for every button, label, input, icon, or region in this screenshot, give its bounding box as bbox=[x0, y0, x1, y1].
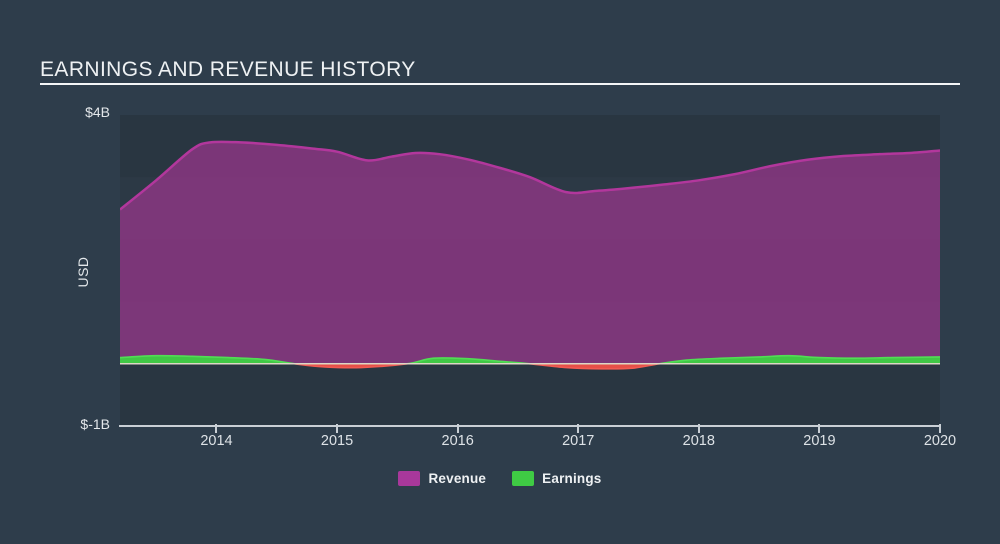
x-axis-tick-label: 2015 bbox=[320, 433, 354, 449]
x-axis-tick-label: 2016 bbox=[441, 433, 474, 449]
earnings-swatch-icon bbox=[512, 470, 535, 486]
x-axis-tick-mark bbox=[818, 424, 821, 433]
revenue-swatch-icon bbox=[398, 470, 421, 486]
x-axis-tick-label: 2018 bbox=[682, 433, 715, 449]
area-chart[interactable] bbox=[120, 115, 940, 426]
legend-label-earnings: Earnings bbox=[542, 470, 602, 486]
x-axis-tick-label: 2017 bbox=[562, 433, 595, 449]
y-axis-max-label: $4B bbox=[85, 104, 110, 120]
plot-area[interactable] bbox=[120, 115, 940, 426]
x-axis-tick-mark bbox=[456, 424, 459, 433]
title-underline bbox=[40, 83, 960, 85]
x-axis-tick-mark bbox=[939, 424, 941, 433]
x-axis-tick-mark bbox=[215, 424, 218, 433]
legend-item-revenue[interactable]: Revenue bbox=[398, 470, 487, 486]
y-axis-min-label: $-1B bbox=[80, 416, 110, 432]
legend: Revenue Earnings bbox=[0, 468, 1000, 488]
x-axis-tick-mark bbox=[336, 424, 339, 433]
x-axis-tick-label: 2014 bbox=[200, 433, 233, 449]
x-axis-tick-label: 2019 bbox=[803, 433, 836, 449]
x-axis-tick-mark bbox=[697, 424, 700, 433]
legend-item-earnings[interactable]: Earnings bbox=[512, 470, 602, 486]
x-axis-line bbox=[119, 425, 941, 427]
page-title: EARNINGS AND REVENUE HISTORY bbox=[40, 58, 416, 81]
x-axis-tick-label: 2020 bbox=[923, 433, 957, 449]
y-axis-title: USD bbox=[75, 256, 91, 288]
x-axis-tick-mark bbox=[577, 424, 580, 433]
legend-label-revenue: Revenue bbox=[428, 470, 487, 486]
